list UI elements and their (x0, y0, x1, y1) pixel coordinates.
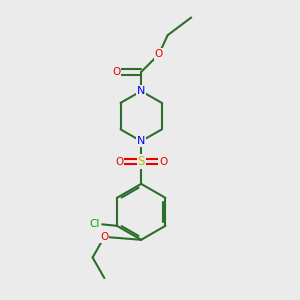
Text: O: O (112, 67, 120, 77)
Text: S: S (137, 155, 145, 168)
Text: O: O (159, 157, 167, 167)
Text: N: N (137, 136, 146, 146)
Text: O: O (115, 157, 123, 167)
Text: O: O (100, 232, 109, 242)
Text: O: O (155, 49, 163, 59)
Text: Cl: Cl (89, 219, 100, 229)
Text: N: N (137, 86, 146, 96)
